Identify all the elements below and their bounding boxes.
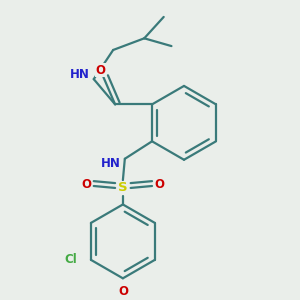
Text: S: S	[118, 182, 128, 194]
Text: O: O	[118, 285, 128, 298]
Text: Cl: Cl	[64, 253, 77, 266]
Text: O: O	[81, 178, 91, 190]
Text: O: O	[155, 178, 165, 190]
Text: O: O	[95, 64, 106, 77]
Text: HN: HN	[101, 157, 121, 170]
Text: HN: HN	[70, 68, 90, 81]
